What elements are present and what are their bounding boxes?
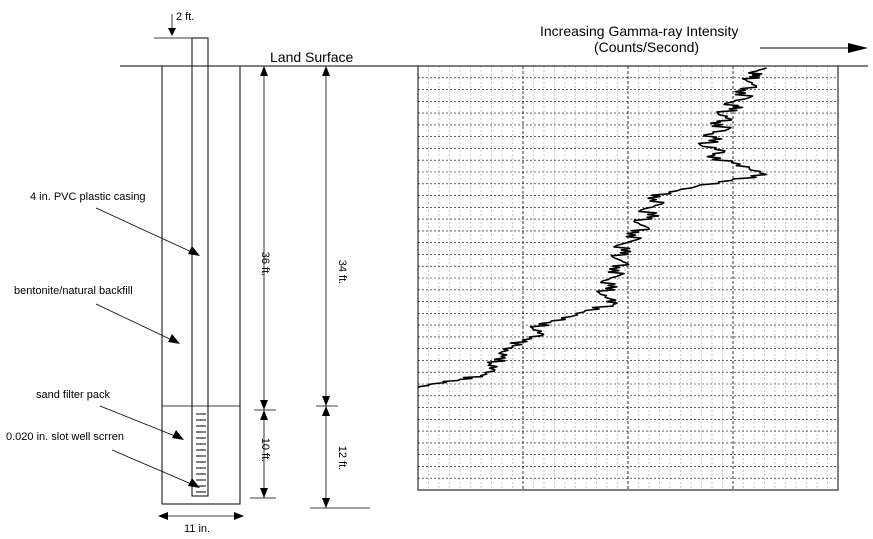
filter-label: sand filter pack (36, 389, 110, 401)
dim34-label: 34 ft. (336, 260, 348, 284)
well-screen (196, 413, 206, 493)
arrowhead-down-icon (322, 498, 330, 508)
log-grid (418, 66, 838, 490)
screen-label: 0.020 in. slot well scrren (6, 431, 124, 443)
arrowhead-up-icon (322, 406, 330, 416)
arrowhead-icon (188, 478, 200, 488)
arrowhead-up-icon (260, 66, 268, 76)
arrowhead-icon (172, 430, 184, 440)
backfill-leader (95, 303, 177, 343)
backfill-label: bentonite/natural backfill (14, 285, 133, 297)
arrowhead-down-icon (322, 396, 330, 406)
well-structure (161, 37, 241, 505)
dim36-label: 36 ft. (259, 252, 271, 276)
screen-leader (111, 449, 197, 487)
arrowhead-icon (188, 246, 200, 256)
log-title-line1: Increasing Gamma-ray Intensity (540, 23, 738, 39)
casing-label: 4 in. PVC plastic casing (30, 191, 146, 203)
log-title-line2: (Counts/Second) (594, 39, 699, 55)
filter-leader (99, 405, 181, 439)
ext-label: 2 ft. (176, 11, 194, 23)
log-frame (417, 65, 839, 491)
casing-leader (95, 207, 197, 255)
dim10-label: 10 ft. (259, 438, 271, 462)
arrowhead-down-icon (168, 28, 176, 36)
pvc-casing (191, 37, 209, 497)
arrowhead-down-icon (260, 400, 268, 410)
gamma-trace (417, 67, 768, 389)
width-label: 11 in. (184, 523, 210, 535)
arrowhead-left-icon (158, 512, 168, 520)
arrowhead-right-small-icon (234, 512, 244, 520)
arrowhead-down-icon (260, 488, 268, 498)
land-surface-label: Land Surface (270, 49, 353, 65)
arrowhead-right-icon (848, 43, 868, 53)
arrowhead-up-icon (260, 410, 268, 420)
dim12-label: 12 ft. (336, 446, 348, 470)
arrowhead-icon (168, 334, 180, 344)
arrowhead-up-icon (322, 66, 330, 76)
